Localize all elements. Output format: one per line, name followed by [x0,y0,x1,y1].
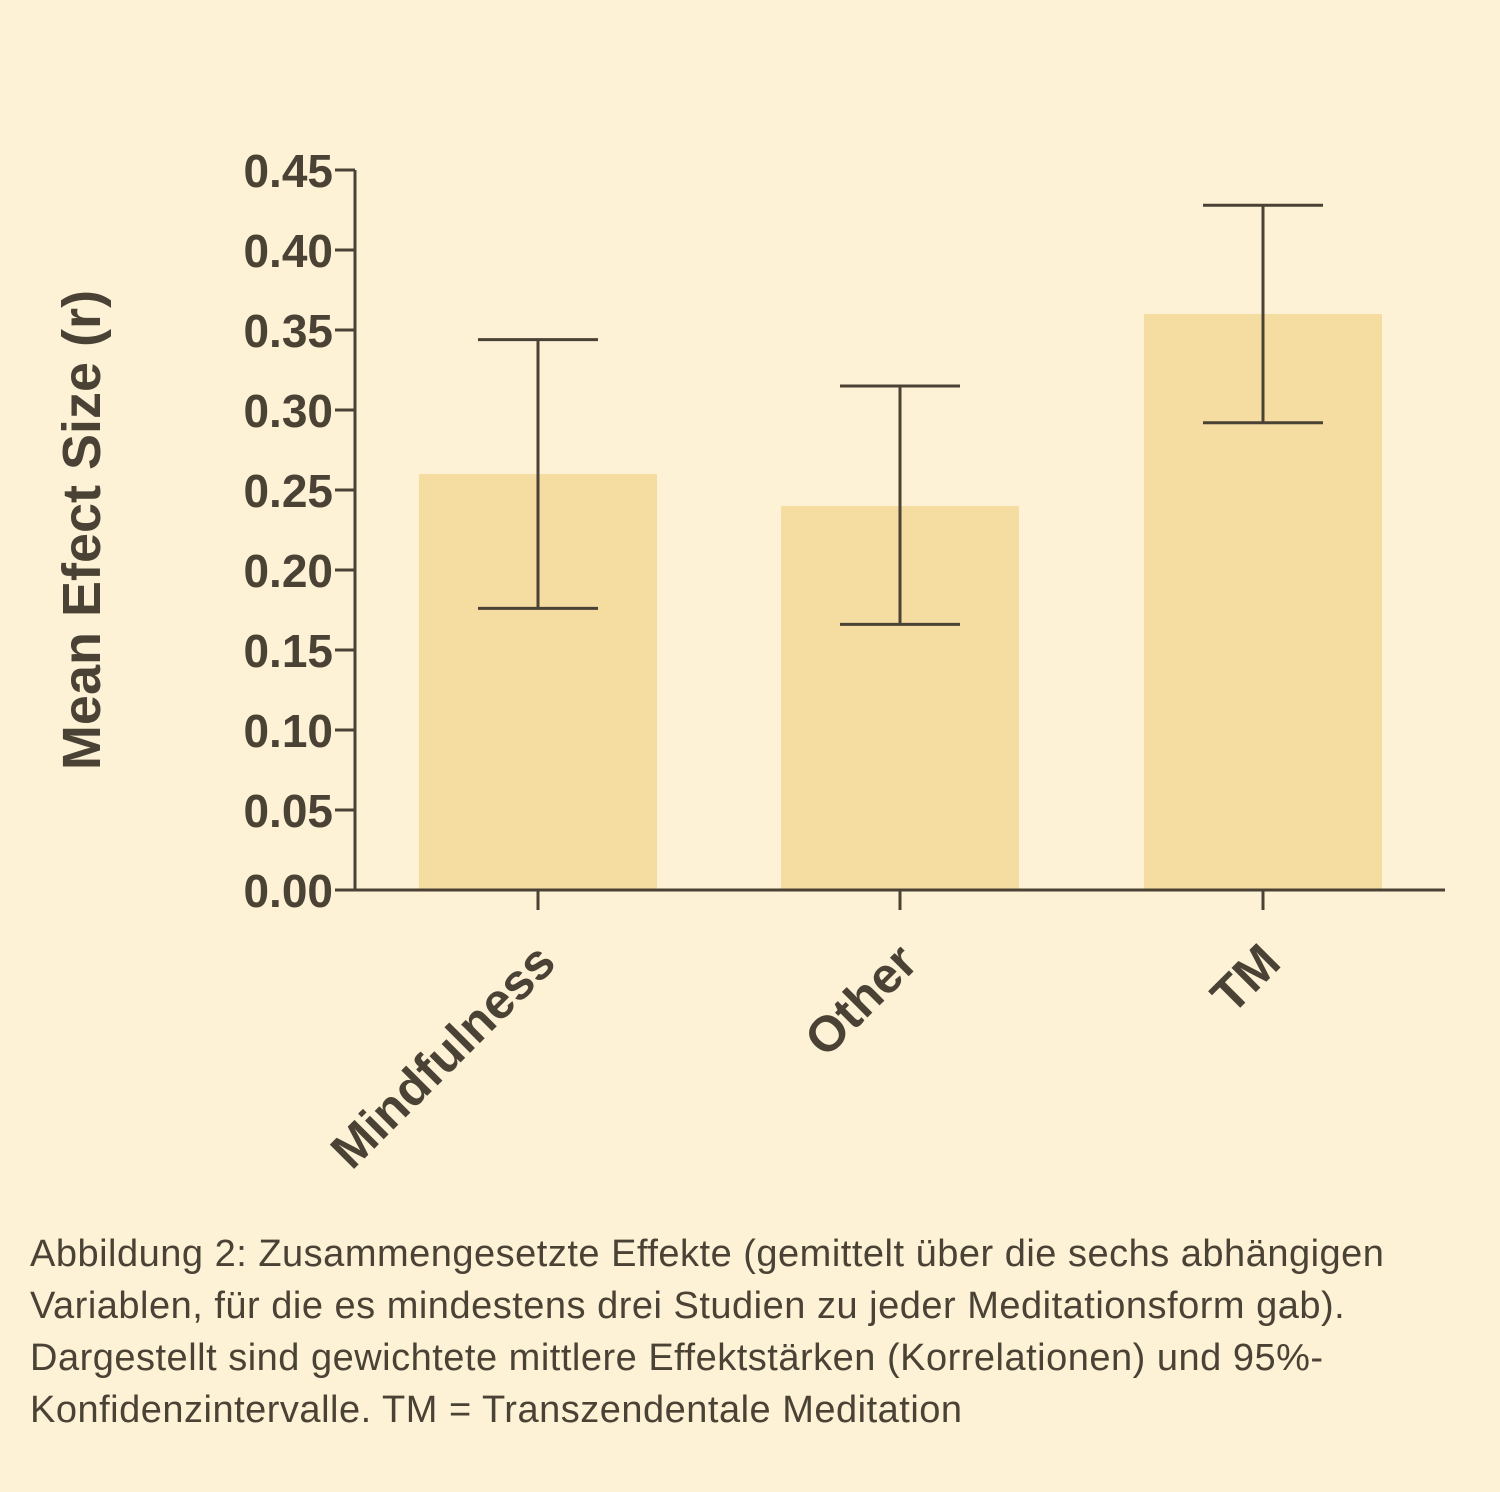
error-bars-group [478,203,1323,626]
y-tick-label: 0.45 [243,145,333,197]
x-tick-label-other: Other [794,933,928,1067]
y-tick-label: 0.30 [243,385,333,437]
y-tick-label: 0.25 [243,465,333,517]
y-tick-label: 0.10 [243,705,333,757]
y-tick-label: 0.15 [243,625,333,677]
x-tick-label-mindfulness: Mindfulness [320,933,566,1179]
y-tick-label: 0.35 [243,305,333,357]
x-tick-label-tm: TM [1200,933,1291,1024]
y-tick-label: 0.40 [243,225,333,277]
y-tick-label: 0.05 [243,785,333,837]
y-tick-label: 0.00 [243,865,333,917]
y-tick-label: 0.20 [243,545,333,597]
bar-chart: 0.00 0.05 0.10 0.15 0.20 0.25 0.30 0.35 0.40 0.45… [52,145,1445,1179]
figure-caption: Abbildung 2: Zusammengesetzte Effekte (g… [30,1233,1385,1431]
y-axis-label: Mean Efect Size (r) [52,290,112,770]
